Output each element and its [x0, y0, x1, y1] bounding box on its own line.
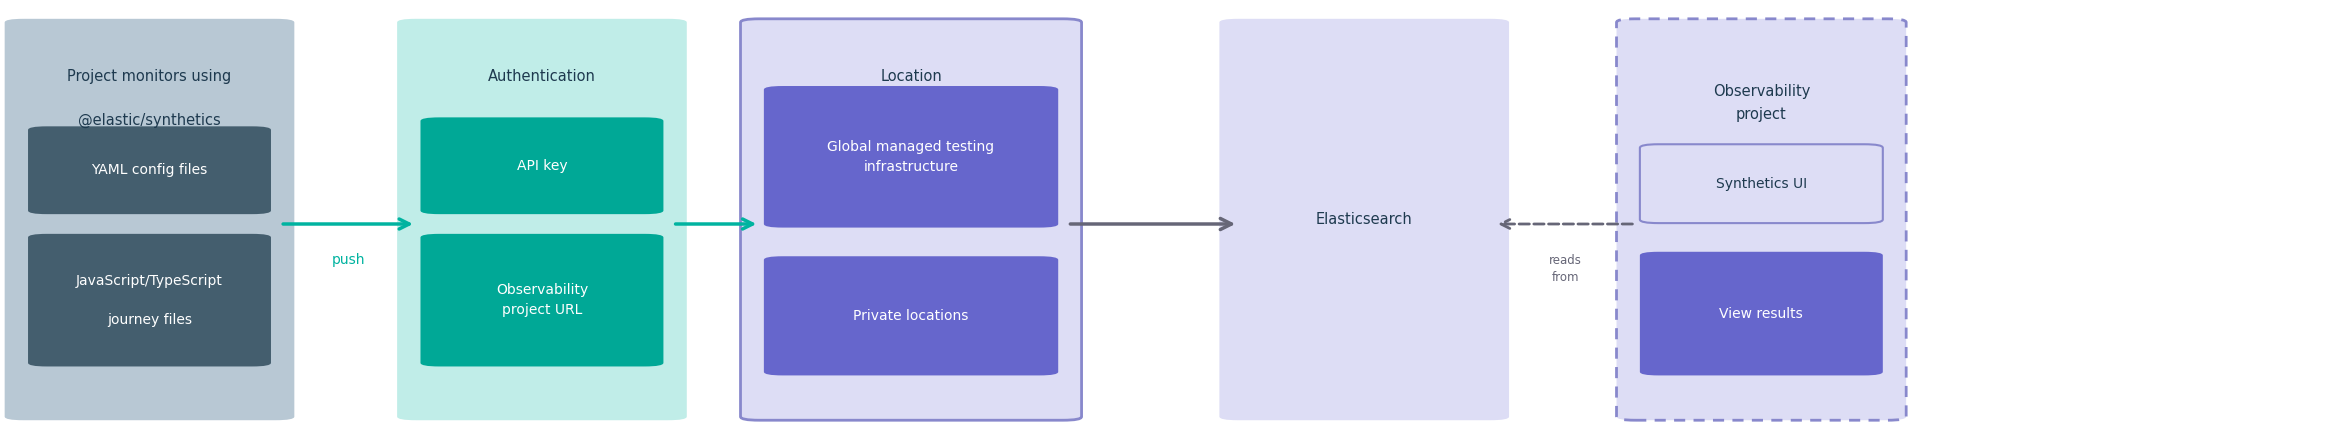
- FancyBboxPatch shape: [28, 234, 271, 366]
- FancyBboxPatch shape: [741, 19, 1082, 420]
- FancyBboxPatch shape: [1640, 144, 1883, 223]
- FancyBboxPatch shape: [420, 117, 663, 214]
- Text: Elasticsearch: Elasticsearch: [1315, 212, 1413, 227]
- Text: View results: View results: [1719, 306, 1803, 321]
- FancyBboxPatch shape: [397, 19, 687, 420]
- FancyBboxPatch shape: [1219, 19, 1509, 420]
- FancyBboxPatch shape: [5, 19, 294, 420]
- FancyBboxPatch shape: [764, 86, 1058, 228]
- FancyBboxPatch shape: [1640, 252, 1883, 375]
- FancyBboxPatch shape: [28, 126, 271, 214]
- Text: Global managed testing
infrastructure: Global managed testing infrastructure: [827, 140, 995, 173]
- Text: JavaScript/TypeScript

journey files: JavaScript/TypeScript journey files: [77, 274, 222, 327]
- FancyBboxPatch shape: [1617, 19, 1906, 420]
- Text: API key: API key: [516, 159, 568, 173]
- FancyBboxPatch shape: [420, 234, 663, 366]
- Text: Project monitors using

@elastic/synthetics: Project monitors using @elastic/syntheti…: [68, 69, 231, 129]
- FancyBboxPatch shape: [764, 256, 1058, 375]
- Text: Observability
project URL: Observability project URL: [495, 284, 589, 317]
- Text: push: push: [332, 253, 364, 267]
- Text: Authentication: Authentication: [488, 69, 596, 84]
- Text: Synthetics UI: Synthetics UI: [1715, 177, 1808, 191]
- Text: YAML config files: YAML config files: [91, 163, 208, 177]
- Text: Observability
project: Observability project: [1712, 84, 1810, 122]
- Text: reads
from: reads from: [1549, 254, 1581, 284]
- Text: Private locations: Private locations: [853, 309, 969, 323]
- Text: Location: Location: [881, 69, 941, 84]
